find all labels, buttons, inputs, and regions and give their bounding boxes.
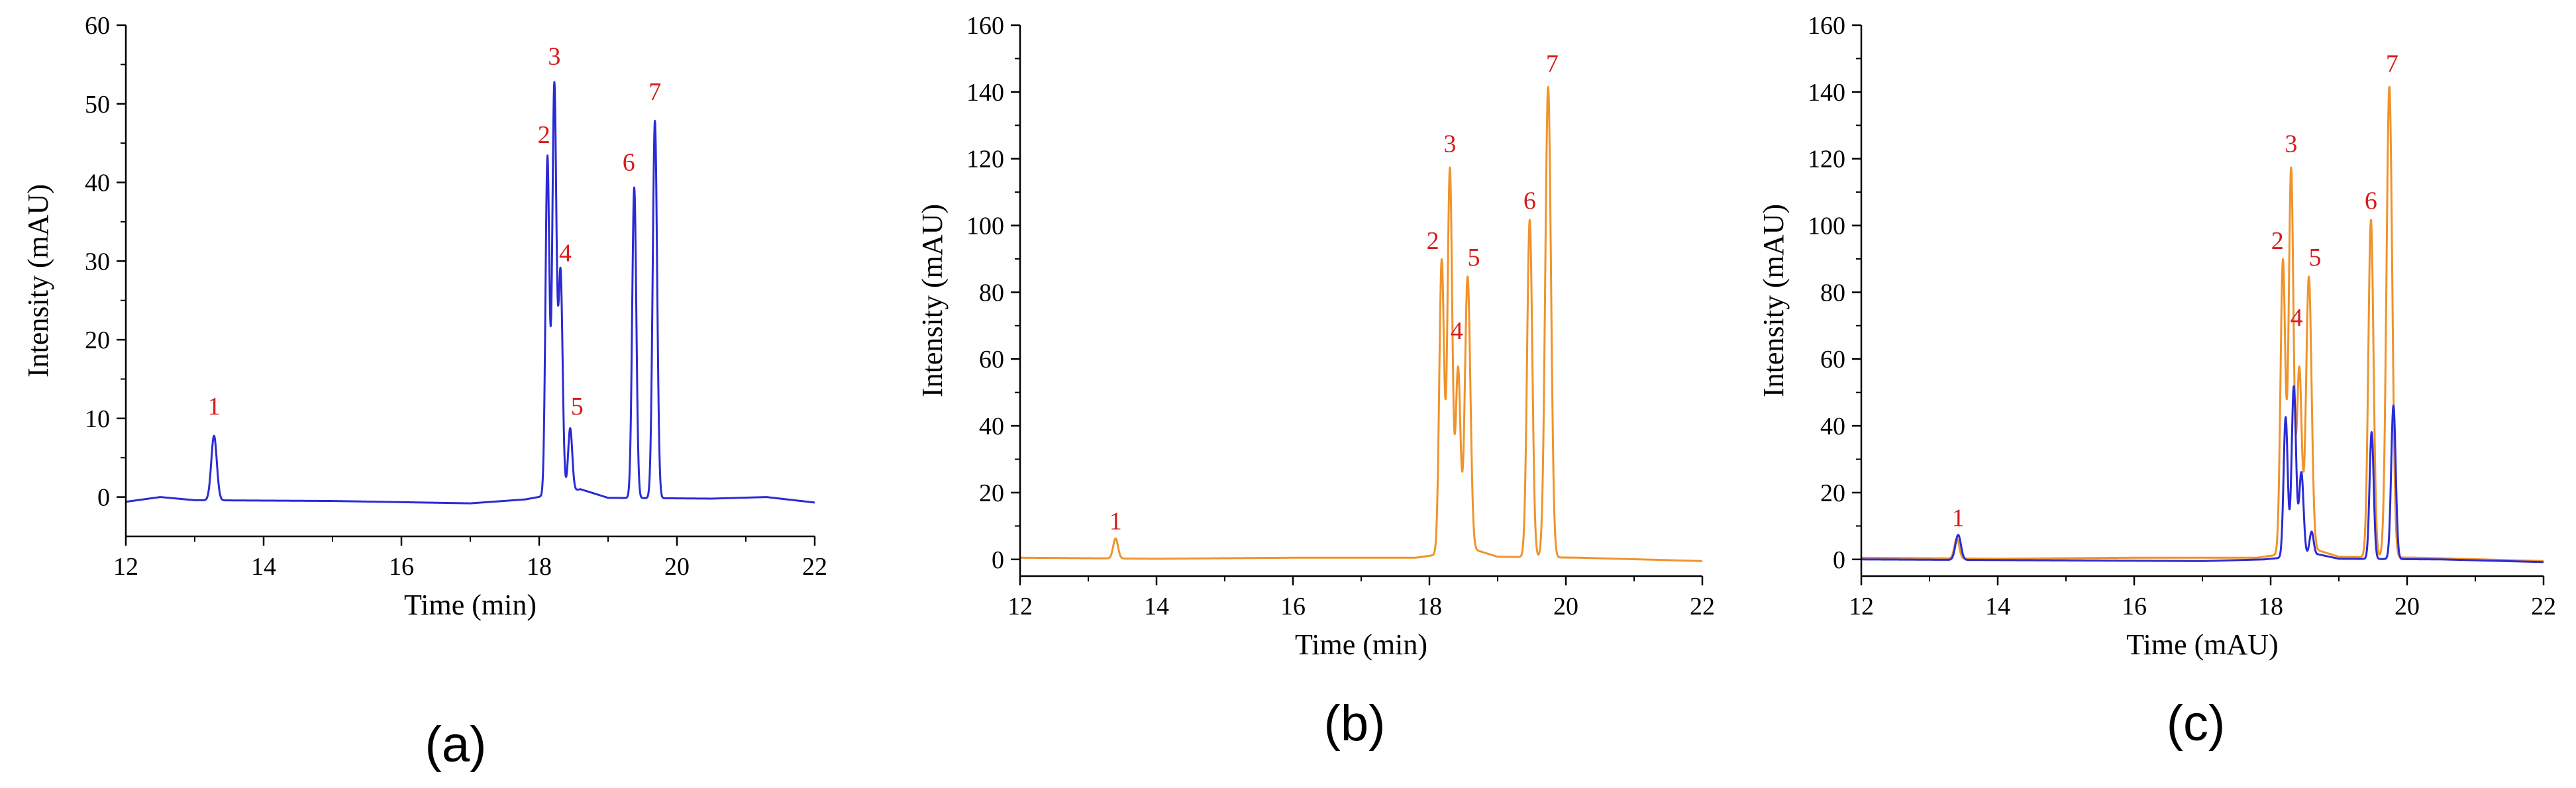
y-tick-label: 20	[979, 479, 1004, 507]
x-tick-label: 16	[2122, 593, 2147, 620]
peak-label-7: 7	[648, 78, 661, 106]
x-axis-title: Time (mAU)	[2126, 628, 2278, 661]
y-tick-label: 80	[979, 279, 1004, 307]
y-tick-label: 0	[992, 546, 1004, 574]
panel-label-a: (a)	[425, 716, 487, 773]
peak-label-3: 3	[548, 42, 560, 70]
y-tick-label: 40	[85, 170, 110, 197]
x-axis-title: Time (min)	[1295, 628, 1427, 661]
x-tick-label: 12	[1007, 593, 1033, 620]
x-tick-label: 20	[2395, 593, 2420, 620]
peak-label-6: 6	[1523, 187, 1536, 215]
y-axis-title: Intensity (mAU)	[1757, 204, 1790, 397]
x-tick-label: 22	[802, 553, 827, 581]
y-tick-label: 100	[966, 213, 1004, 240]
y-tick-label: 40	[1820, 413, 1845, 440]
peak-label-1: 1	[1952, 504, 1965, 532]
y-tick-label: 20	[85, 326, 110, 354]
series-line-orange	[1020, 85, 1702, 562]
y-tick-label: 140	[966, 79, 1004, 107]
peak-label-5: 5	[2308, 244, 2321, 271]
x-tick-label: 16	[1280, 593, 1306, 620]
peak-label-7: 7	[1546, 50, 1559, 78]
x-tick-label: 14	[1144, 593, 1169, 620]
y-tick-label: 140	[1808, 79, 1845, 107]
peak-label-6: 6	[623, 149, 635, 177]
peak-label-5: 5	[1467, 244, 1480, 271]
y-tick-label: 50	[85, 91, 110, 119]
peak-label-4: 4	[1451, 317, 1463, 345]
y-tick-label: 10	[85, 405, 110, 433]
panel-label-c: (c)	[2167, 695, 2226, 752]
peak-label-3: 3	[2285, 130, 2297, 158]
y-tick-label: 80	[1820, 279, 1845, 307]
peak-label-6: 6	[2365, 187, 2377, 215]
x-tick-label: 20	[664, 553, 690, 581]
x-tick-label: 20	[1553, 593, 1578, 620]
peak-label-1: 1	[1109, 507, 1122, 535]
x-tick-label: 14	[1985, 593, 2010, 620]
y-tick-label: 0	[97, 484, 110, 512]
y-tick-label: 100	[1808, 213, 1845, 240]
panel-label-b: (b)	[1324, 695, 1386, 752]
y-tick-label: 120	[1808, 146, 1845, 173]
y-tick-label: 0	[1833, 546, 1845, 574]
y-tick-label: 20	[1820, 479, 1845, 507]
x-tick-label: 14	[251, 553, 276, 581]
x-tick-label: 18	[527, 553, 552, 581]
peak-label-1: 1	[208, 393, 221, 420]
series-line-blue	[126, 81, 815, 505]
y-tick-label: 60	[1820, 346, 1845, 373]
y-axis-title: Intensity (mAU)	[916, 204, 949, 397]
y-tick-label: 60	[85, 12, 110, 40]
peak-label-4: 4	[559, 239, 572, 267]
x-tick-label: 22	[1690, 593, 1715, 620]
peak-label-2: 2	[1427, 227, 1439, 255]
x-tick-label: 12	[1849, 593, 1874, 620]
x-tick-label: 22	[2531, 593, 2556, 620]
y-tick-label: 120	[966, 146, 1004, 173]
peak-label-4: 4	[2291, 304, 2303, 332]
peak-label-2: 2	[538, 121, 550, 149]
y-axis-title: Intensity (mAU)	[22, 184, 54, 377]
x-axis-title: Time (min)	[404, 589, 537, 621]
peak-label-7: 7	[2386, 50, 2398, 78]
x-tick-label: 16	[389, 553, 414, 581]
x-tick-label: 18	[2258, 593, 2283, 620]
peak-label-2: 2	[2271, 227, 2284, 255]
x-tick-label: 12	[113, 553, 138, 581]
peak-label-3: 3	[1443, 130, 1456, 158]
y-tick-label: 160	[966, 12, 1004, 40]
series-line-blue	[1861, 385, 2544, 564]
x-tick-label: 18	[1417, 593, 1442, 620]
peak-label-5: 5	[571, 393, 584, 420]
series-line-orange	[1861, 85, 2544, 562]
y-tick-label: 30	[85, 248, 110, 275]
y-tick-label: 160	[1808, 12, 1845, 40]
y-tick-label: 60	[979, 346, 1004, 373]
y-tick-label: 40	[979, 413, 1004, 440]
